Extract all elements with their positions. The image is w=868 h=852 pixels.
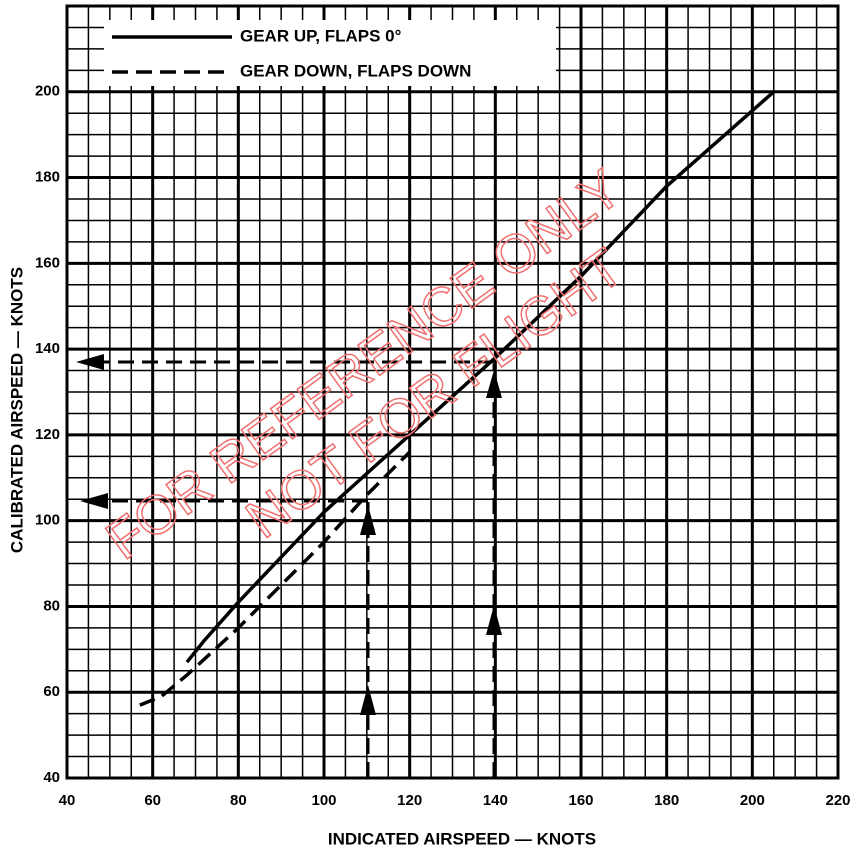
legend-label: GEAR UP, FLAPS 0° (240, 26, 402, 45)
arrowhead (360, 505, 376, 535)
series-line (185, 90, 775, 664)
y-tick-label: 180 (35, 169, 60, 186)
arrowhead (486, 605, 502, 635)
y-tick-label: 80 (43, 597, 60, 614)
lines (139, 90, 775, 707)
legend: GEAR UP, FLAPS 0° GEAR DOWN, FLAPS DOWN (112, 26, 471, 80)
x-tick-label: 220 (825, 792, 850, 809)
x-tick-label: 120 (397, 792, 422, 809)
arrowheads (76, 354, 502, 715)
x-axis-label: INDICATED AIRSPEED — KNOTS (328, 829, 596, 848)
y-axis-label: CALIBRATED AIRSPEED — KNOTS (7, 267, 26, 553)
x-tick-label: 100 (311, 792, 336, 809)
arrowhead (486, 370, 502, 398)
legend-box (104, 20, 556, 86)
grid (65, 4, 840, 780)
x-tick-label: 180 (654, 792, 679, 809)
x-tick-label: 140 (483, 792, 508, 809)
x-tick-label: 40 (59, 792, 76, 809)
example-guides (90, 360, 496, 778)
legend-label: GEAR DOWN, FLAPS DOWN (240, 61, 471, 80)
series-line (139, 450, 411, 707)
y-tick-label: 60 (43, 683, 60, 700)
watermark: FOR REFERENCE ONLY NOT FOR FLIGHT (95, 157, 635, 572)
x-tick-label: 60 (144, 792, 161, 809)
x-tick-label: 200 (740, 792, 765, 809)
y-tick-label: 200 (35, 83, 60, 100)
x-tick-label: 80 (230, 792, 247, 809)
y-tick-label: 160 (35, 254, 60, 271)
y-tick-label: 40 (43, 769, 60, 786)
y-tick-label: 120 (35, 426, 60, 443)
y-tick-label: 100 (35, 512, 60, 529)
plot-frame (65, 4, 840, 780)
arrowhead (360, 685, 376, 715)
y-tick-label: 140 (35, 340, 60, 357)
x-tick-label: 160 (568, 792, 593, 809)
arrowhead (80, 493, 108, 509)
arrowhead (76, 354, 104, 370)
